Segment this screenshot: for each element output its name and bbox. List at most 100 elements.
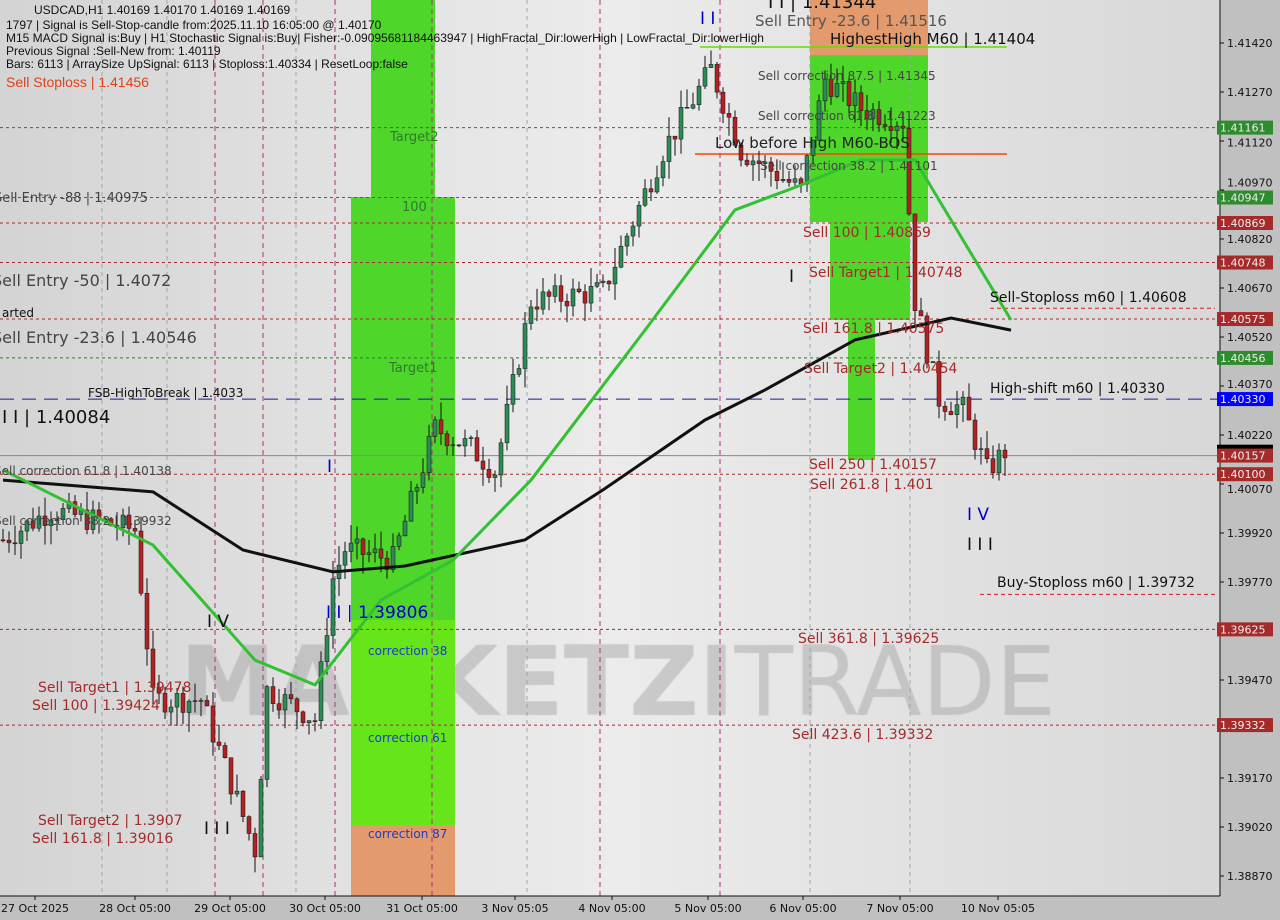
candle-body [882, 124, 888, 127]
candle-body [480, 460, 486, 470]
candle-body [894, 125, 900, 131]
sell-250-label: Sell 250 | 1.40157 [809, 457, 937, 473]
candle-body [516, 368, 522, 375]
sell-stoploss-overlay: Sell Stoploss | 1.41456 [6, 74, 149, 90]
candle-body [456, 444, 462, 447]
candle-body [228, 757, 234, 795]
price-tag-label: 1.40100 [1220, 468, 1266, 481]
sell-1618-label: Sell 161.8 | 1.40575 [803, 321, 944, 337]
candle-body [174, 693, 180, 708]
candle-body [546, 291, 552, 297]
candle-body [132, 528, 138, 532]
candle-body [708, 64, 714, 68]
candle-body [492, 474, 498, 478]
candle-body [342, 551, 348, 566]
vertical-lines-layer [101, 0, 911, 896]
candle-body [960, 396, 966, 406]
candle-body [60, 508, 66, 520]
candle-body [462, 438, 468, 447]
candle-body [750, 160, 756, 166]
bars-line: Bars: 6113 | ArraySize UpSignal: 6113 | … [6, 57, 408, 71]
candle-body [384, 557, 390, 570]
candle-body [846, 81, 852, 106]
price-tick-label: 1.41120 [1227, 137, 1273, 150]
price-tag-bg [1217, 448, 1273, 463]
price-tag-label: 1.40330 [1220, 393, 1266, 406]
time-tick-label: 3 Nov 05:05 [481, 902, 548, 915]
candle-body [1002, 449, 1008, 459]
candle-body [720, 91, 726, 114]
candle-body [522, 323, 528, 369]
candle-body [564, 301, 570, 307]
candle-body [780, 179, 786, 181]
wave-iii-left-label: I I I [204, 819, 230, 839]
time-tick-label: 30 Oct 05:00 [289, 902, 361, 915]
price-tick-label: 1.40970 [1227, 177, 1273, 190]
candle-body [510, 374, 516, 405]
time-tick-label: 29 Oct 05:00 [194, 902, 266, 915]
candle-body [864, 110, 870, 120]
candle-body [756, 160, 762, 164]
candle-body [762, 161, 768, 164]
candle-body [834, 83, 840, 97]
candle-body [696, 85, 702, 105]
target-zone [830, 222, 910, 320]
fsb-high-to-break-label: FSB-HighToBreak | 1.4033 [88, 386, 243, 400]
candle-body [726, 113, 732, 118]
price-tag-label: 1.40748 [1220, 257, 1266, 270]
candle-body [402, 520, 408, 537]
candle-body [822, 78, 828, 102]
candle-body [324, 635, 330, 663]
candle-body [312, 720, 318, 722]
candle-body [630, 225, 636, 237]
candle-body [504, 403, 510, 444]
left-correction-382-label: Sell correction 38.2 | 1.39932 [0, 514, 172, 528]
level-lines-layer [0, 46, 1220, 726]
candle-body [468, 437, 474, 439]
target-zone [351, 825, 455, 896]
candle-body [84, 509, 90, 530]
correction-38-label: correction 38 [368, 644, 447, 658]
candle-body [240, 790, 246, 817]
price-tag-bg [1217, 392, 1273, 407]
candle-body [672, 135, 678, 140]
price-tag-bg [1217, 350, 1273, 365]
candle-body [282, 694, 288, 711]
candle-body [396, 535, 402, 547]
price-tag-label: 1.39332 [1220, 719, 1266, 732]
candle-body [354, 538, 360, 544]
candle-body [426, 436, 432, 474]
candle-body [888, 126, 894, 131]
sell-target1-left-label: Sell Target1 | 1.39478 [38, 680, 191, 696]
time-axis[interactable] [0, 896, 1220, 920]
candle-body [360, 538, 366, 555]
sell-correction-618-label: Sell correction 61.8 | 1.41223 [758, 109, 936, 123]
candle-body [18, 530, 24, 544]
target-zone [848, 320, 875, 460]
candle-body [552, 285, 558, 297]
candle-body [498, 442, 504, 476]
candle-body [876, 109, 882, 125]
candle-body [654, 177, 660, 193]
candle-body [744, 159, 750, 166]
candle-body [138, 530, 144, 594]
time-tick-label: 6 Nov 05:00 [769, 902, 836, 915]
started-label: arted [2, 306, 34, 320]
sell-3618-label: Sell 361.8 | 1.39625 [798, 631, 939, 647]
candle-body [966, 396, 972, 421]
sell-target2-left-label: Sell Target2 | 1.3907 [38, 813, 183, 829]
candle-body [366, 552, 372, 555]
candle-body [6, 539, 12, 544]
candle-body [618, 245, 624, 268]
price-tags: 1.41161 1.40947 1.40869 1.40748 1.40575 1.404… [1217, 120, 1273, 733]
buy-stoploss-label: Buy-Stoploss m60 | 1.39732 [997, 575, 1195, 591]
sell-stoploss-m60-label: Sell-Stoploss m60 | 1.40608 [990, 290, 1187, 306]
candle-body [24, 520, 30, 532]
sell-target1-label: Sell Target1 | 1.40748 [809, 265, 962, 281]
price-tag-bg [1217, 120, 1273, 135]
candle-body [738, 144, 744, 161]
candle-body [330, 578, 336, 636]
candle-body [648, 188, 654, 193]
low-before-high-label: Low before High M60-BOS [715, 134, 910, 152]
